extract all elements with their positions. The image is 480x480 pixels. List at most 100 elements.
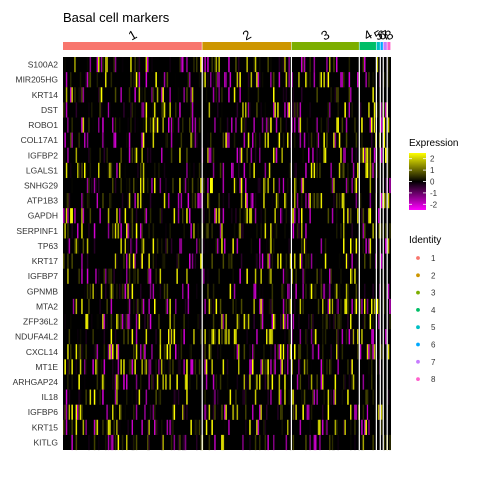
heatmap-cell [287, 344, 289, 360]
heatmap-cell [78, 374, 80, 390]
heatmap-cell [350, 359, 352, 375]
heatmap-cell [259, 132, 261, 148]
heatmap-cell [152, 374, 155, 390]
heatmap-cell [75, 238, 78, 254]
heatmap-cell [266, 177, 268, 194]
heatmap-cell [82, 208, 85, 224]
heatmap-cell [245, 374, 247, 390]
identity-legend-dot-8 [416, 377, 420, 381]
cluster-bar-1 [63, 42, 202, 50]
heatmap-cell [218, 268, 220, 284]
heatmap-cell [212, 329, 215, 345]
heatmap-cell [266, 238, 268, 254]
heatmap-cell [295, 102, 297, 118]
heatmap-cell [123, 102, 125, 118]
heatmap-cell [246, 268, 248, 284]
gene-label: ATP1B3 [27, 196, 58, 206]
heatmap-cell [331, 177, 334, 194]
heatmap-cell [119, 162, 121, 179]
heatmap-cell [246, 147, 248, 163]
heatmap-cell [292, 87, 295, 103]
heatmap-cell [103, 329, 106, 345]
heatmap-cell [380, 329, 383, 345]
heatmap-cell [343, 162, 345, 179]
heatmap-cell [155, 117, 157, 133]
heatmap-cell [289, 253, 292, 269]
heatmap-cell [301, 57, 303, 73]
heatmap-cell [333, 298, 335, 315]
heatmap-cell [274, 132, 276, 148]
heatmap-cell [159, 344, 162, 360]
heatmap-cell [319, 419, 321, 435]
heatmap-cell [172, 359, 174, 375]
heatmap-cell [280, 57, 282, 73]
heatmap-cell [109, 283, 111, 299]
heatmap-cell [320, 404, 323, 420]
heatmap-cell [389, 177, 391, 194]
heatmap-cell [260, 102, 262, 118]
heatmap-cell [347, 283, 349, 299]
heatmap-cell [347, 389, 349, 405]
heatmap-cell [366, 298, 369, 315]
heatmap-cell [130, 117, 132, 133]
heatmap-cell [284, 389, 286, 405]
heatmap-cell [284, 313, 286, 330]
heatmap-cell [259, 298, 261, 315]
heatmap-cell [254, 208, 257, 224]
heatmap-cell [198, 238, 201, 254]
heatmap-cell [189, 72, 191, 88]
heatmap-cell [75, 102, 78, 118]
heatmap-cell [371, 374, 373, 390]
heatmap-cell [387, 57, 390, 73]
gene-label: CXCL14 [26, 347, 58, 357]
heatmap-cell [134, 268, 136, 284]
heatmap-cell [243, 374, 246, 390]
heatmap-cell [238, 162, 240, 179]
heatmap-cell [387, 117, 390, 133]
heatmap-cell [208, 193, 211, 209]
heatmap-cell [107, 162, 110, 179]
heatmap-cell [172, 404, 174, 420]
heatmap-cell [299, 344, 302, 360]
heatmap-cell [88, 298, 90, 315]
heatmap-cell [264, 177, 267, 194]
heatmap-cell [296, 374, 299, 390]
heatmap-cell [189, 253, 191, 269]
heatmap-row-COL17A1 [64, 132, 390, 148]
heatmap-cell [306, 253, 309, 269]
heatmap-cell [126, 132, 128, 148]
heatmap-cell [173, 434, 176, 451]
heatmap-cell [289, 434, 292, 451]
heatmap-cell [133, 268, 135, 284]
heatmap-cell [294, 389, 296, 405]
identity-legend-label-7: 7 [431, 358, 436, 367]
heatmap-cell [166, 298, 169, 315]
heatmap-cell [119, 404, 121, 420]
heatmap-cell [219, 208, 222, 224]
heatmap-cell [86, 283, 89, 299]
heatmap-cell [236, 374, 239, 390]
heatmap-cell [215, 374, 218, 390]
heatmap-cell [235, 102, 237, 118]
heatmap-cell [252, 193, 254, 209]
heatmap-cell [378, 223, 380, 239]
heatmap-cell [273, 87, 275, 103]
heatmap-cell [95, 283, 97, 299]
heatmap-cell [270, 298, 272, 315]
heatmap-cell [289, 419, 292, 435]
heatmap-cell [165, 374, 167, 390]
heatmap-cell [371, 298, 373, 315]
heatmap-cell [334, 193, 337, 209]
heatmap-cell [239, 147, 241, 163]
heatmap-cell [133, 434, 135, 451]
heatmap-cell [267, 389, 269, 405]
heatmap-cell [71, 177, 73, 194]
heatmap-cell [273, 313, 275, 330]
heatmap-cell [222, 177, 225, 194]
heatmap-cell [226, 374, 229, 390]
heatmap-cell [163, 72, 166, 88]
heatmap-cell [380, 344, 383, 360]
heatmap-cell [77, 223, 79, 239]
heatmap-cell [142, 238, 145, 254]
heatmap-cell [193, 57, 195, 73]
